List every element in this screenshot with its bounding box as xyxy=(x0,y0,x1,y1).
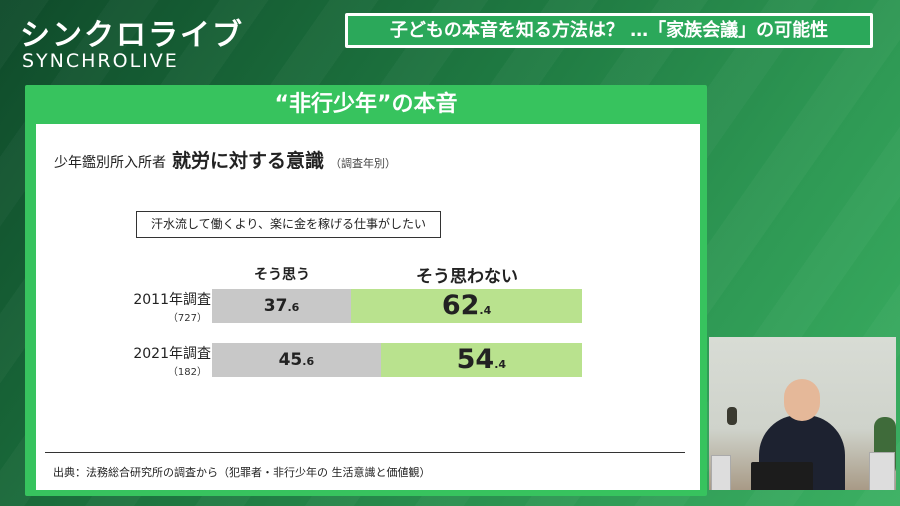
presenter-camera xyxy=(709,337,896,490)
row-sample-2021: （182） xyxy=(167,367,207,378)
row-label-2011: 2011年調査 （727） xyxy=(115,289,211,324)
header-title-box xyxy=(345,13,873,48)
chart-heading-subject: 少年鑑別所入所者 xyxy=(54,155,166,171)
row-sample-2011: （727） xyxy=(167,313,207,324)
row-year-2021: 2021年調査 xyxy=(133,346,211,362)
row-year-2011: 2011年調査 xyxy=(133,292,211,308)
chart-heading-title: 就労に対する意識 xyxy=(172,150,325,172)
chart-heading: 少年鑑別所入所者 就労に対する意識 （調査年別） xyxy=(54,146,396,173)
legend-disagree: そう思わない xyxy=(416,267,518,287)
laptop xyxy=(751,462,813,490)
book-left xyxy=(711,455,731,490)
lamp xyxy=(727,407,737,425)
value-label-disagree-0: 62.4 xyxy=(441,290,492,321)
panel-title: “非行少年”の本音 xyxy=(274,92,458,117)
presenter-head xyxy=(784,379,820,421)
value-label-agree-1: 45.6 xyxy=(278,350,315,370)
bar-agree-1 xyxy=(212,343,381,377)
chart-heading-note: （調査年別） xyxy=(330,157,397,170)
value-label-agree-0: 37.6 xyxy=(263,296,300,316)
survey-question: 汗水流して働くより、楽に金を稼げる仕事がしたい xyxy=(136,211,441,238)
logo-english: SYNCHROLIVE xyxy=(22,50,179,72)
header-title: 子どもの本音を知る方法は？ …「家族会議」の可能性 xyxy=(389,20,829,41)
book-right xyxy=(869,452,895,490)
bar-agree-0 xyxy=(212,289,352,323)
bar-disagree-1 xyxy=(380,343,582,377)
source-note: 出典：法務総合研究所の調査から（犯罪者・非行少年の 生活意識と価値観） xyxy=(53,466,431,479)
value-label-disagree-1: 54.4 xyxy=(456,344,507,375)
row-label-2021: 2021年調査 （182） xyxy=(115,343,211,378)
logo-japanese: シンクロライブ xyxy=(20,18,244,53)
bar-disagree-0 xyxy=(351,289,582,323)
legend-agree: そう思う xyxy=(254,267,310,283)
source-divider xyxy=(45,452,685,453)
